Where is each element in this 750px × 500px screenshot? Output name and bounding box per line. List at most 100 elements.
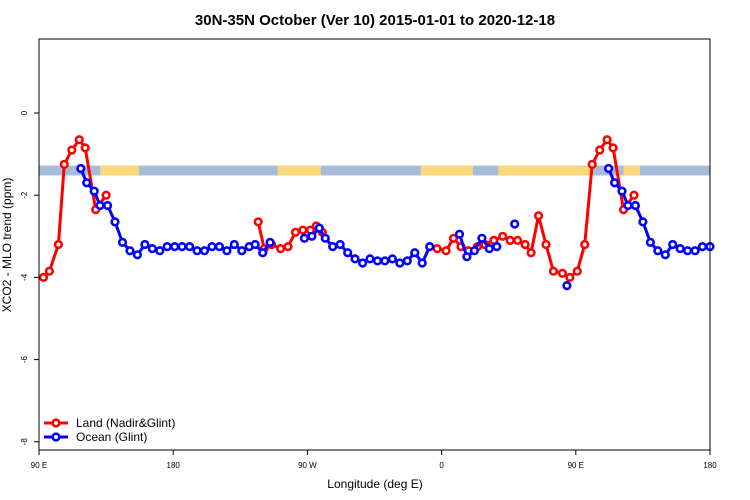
data-point	[372, 256, 383, 266]
data-point	[562, 281, 572, 291]
data-point	[177, 242, 187, 252]
legend-label: Land (Nadir&Glint)	[76, 416, 175, 430]
data-point	[147, 244, 157, 254]
data-point	[660, 250, 670, 260]
data-point	[214, 242, 224, 252]
data-point	[155, 246, 165, 256]
x-tick-label: 0	[439, 461, 444, 470]
data-point	[335, 239, 345, 250]
data-point	[441, 246, 451, 256]
data-point	[608, 143, 618, 153]
data-point	[170, 242, 180, 252]
data-point	[510, 219, 520, 229]
legend: Land (Nadir&Glint)Ocean (Glint)	[44, 416, 175, 444]
data-point	[498, 231, 508, 241]
data-point	[89, 186, 99, 196]
data-point	[387, 254, 398, 264]
data-point	[629, 190, 639, 200]
data-point	[298, 225, 308, 235]
data-point	[682, 246, 693, 256]
data-point	[237, 246, 247, 256]
data-point	[283, 242, 293, 252]
data-point	[653, 246, 663, 256]
data-point	[314, 223, 324, 233]
land-band-segment	[623, 165, 640, 176]
data-point	[59, 159, 69, 169]
data-point	[603, 163, 614, 174]
data-point	[410, 248, 420, 258]
data-point	[602, 135, 612, 145]
data-point	[125, 246, 135, 256]
data-point	[675, 244, 685, 254]
land-sea-band	[39, 165, 710, 176]
land-band-segment	[420, 165, 473, 176]
data-point	[595, 145, 605, 155]
data-point	[395, 258, 405, 268]
data-point	[548, 266, 559, 276]
data-point	[492, 242, 502, 252]
x-tick-label: 90 W	[298, 461, 317, 470]
data-point	[638, 217, 648, 227]
legend-marker	[51, 432, 61, 442]
series-layer	[38, 135, 715, 291]
data-point	[44, 266, 55, 276]
data-point	[67, 145, 77, 155]
data-point	[350, 254, 360, 264]
x-tick-label: 180	[167, 461, 181, 470]
x-tick-label: 180	[703, 461, 717, 470]
data-point	[365, 254, 375, 264]
land-band-segment	[100, 165, 139, 176]
y-tick-label: -2	[20, 191, 29, 199]
data-point	[358, 258, 368, 268]
series-land	[38, 135, 639, 283]
data-point	[432, 244, 442, 254]
data-point	[299, 233, 310, 243]
data-point	[102, 200, 113, 211]
y-tick-label: -8	[20, 438, 29, 446]
data-point	[623, 200, 633, 211]
data-point	[101, 190, 111, 200]
land-band-segment	[498, 165, 594, 176]
y-axis-label: XCO2 - MLO trend (ppm)	[0, 178, 14, 313]
series-ocean	[76, 163, 715, 291]
y-axis: 0 -2 -4 -6 -8	[20, 110, 39, 445]
series-line	[79, 167, 272, 257]
x-axis: 90 E 180 90 W 0 90 E 180	[31, 450, 717, 470]
data-point	[477, 233, 487, 243]
data-point	[117, 237, 128, 247]
data-point	[526, 248, 536, 258]
plot-frame	[38, 38, 711, 451]
data-point	[587, 159, 597, 169]
data-point	[609, 178, 620, 188]
data-point	[53, 239, 64, 250]
data-point	[462, 252, 472, 262]
data-point	[557, 268, 568, 278]
data-point	[140, 239, 150, 250]
data-point	[565, 272, 575, 283]
data-point	[417, 258, 427, 268]
data-point	[425, 242, 435, 252]
data-point	[253, 217, 263, 227]
data-point	[276, 244, 286, 254]
data-point	[229, 239, 239, 250]
data-point	[95, 200, 105, 211]
data-point	[380, 256, 390, 266]
data-point	[484, 244, 494, 254]
data-point	[690, 246, 700, 256]
data-point	[80, 143, 90, 153]
data-point	[74, 135, 84, 145]
data-point	[185, 242, 195, 252]
data-point	[469, 246, 480, 256]
data-point	[192, 246, 202, 256]
x-tick-label: 90 E	[568, 461, 584, 470]
land-band-segment	[277, 165, 321, 176]
data-point	[199, 246, 210, 256]
data-point	[110, 217, 120, 227]
data-point	[448, 233, 459, 243]
data-point	[512, 235, 523, 245]
x-axis-label: Longitude (deg E)	[327, 477, 422, 491]
data-point	[320, 233, 330, 243]
data-point	[258, 248, 268, 258]
data-point	[343, 248, 353, 258]
